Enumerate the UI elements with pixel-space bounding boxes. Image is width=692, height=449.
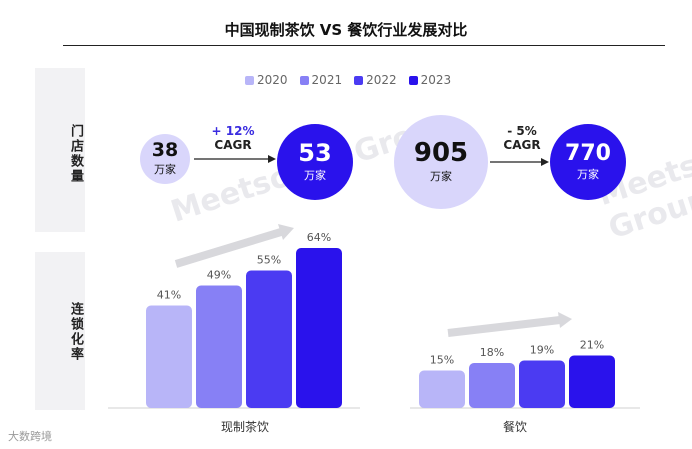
bar-2021-1 <box>469 363 515 408</box>
legend-label: 2023 <box>420 73 452 87</box>
catering-cagr: - 5% CAGR <box>494 124 550 152</box>
bar-value-label: 64% <box>307 231 331 244</box>
chain-rate-side-panel: 连锁化率 <box>35 252 85 410</box>
chain-rate-side-label: 连锁化率 <box>68 302 83 362</box>
catering-cagr-label: CAGR <box>503 138 541 152</box>
tea-cagr-value: + 12% <box>211 124 255 138</box>
bar-value-label: 18% <box>480 346 504 359</box>
legend-item-2022: 2022 <box>354 72 397 88</box>
bar-2022-0 <box>246 270 292 408</box>
tea-cagr-label: CAGR <box>214 138 252 152</box>
stores-side-panel: 门店数量 <box>35 68 85 232</box>
bar-2020-0 <box>146 305 192 408</box>
bubble-unit: 万家 <box>577 167 599 181</box>
chart-title: 中国现制茶饮 VS 餐饮行业发展对比 <box>224 21 468 39</box>
legend-swatch <box>354 75 364 85</box>
bar-value-label: 49% <box>207 269 231 282</box>
bubble-value: 38 <box>151 139 179 162</box>
category-label-tea: 现制茶饮 <box>220 420 269 434</box>
chart-legend: 2020 2021 2022 2023 <box>245 72 451 88</box>
bubble-unit: 万家 <box>304 168 326 182</box>
bar-2020-1 <box>419 370 465 408</box>
bar-2022-1 <box>519 360 565 408</box>
legend-item-2021: 2021 <box>299 72 343 88</box>
bubble-value: 770 <box>565 141 611 167</box>
bar-value-label: 55% <box>257 254 281 267</box>
footer-brand: 大数跨境 <box>8 430 52 443</box>
catering-stores-2020-bubble: 905 万家 <box>394 115 488 209</box>
legend-swatch <box>299 75 309 85</box>
legend-item-2023: 2023 <box>408 72 452 88</box>
catering-stores-2023-bubble: 770 万家 <box>550 124 626 200</box>
stores-side-label: 门店数量 <box>68 124 83 184</box>
legend-swatch <box>245 75 254 85</box>
legend-label: 2021 <box>311 73 343 87</box>
bar-2021-0 <box>196 285 242 408</box>
legend-swatch <box>408 75 418 85</box>
catering-cagr-value: - 5% <box>507 124 537 138</box>
bubble-unit: 万家 <box>154 162 176 176</box>
bar-value-label: 19% <box>530 344 554 357</box>
bar-value-label: 15% <box>430 354 454 367</box>
bar-value-label: 21% <box>580 339 604 352</box>
legend-item-2020: 2020 <box>245 72 288 88</box>
tea-stores-2023-bubble: 53 万家 <box>277 124 353 200</box>
bubble-unit: 万家 <box>430 169 452 183</box>
bar-2023-1 <box>569 355 615 408</box>
title-divider <box>63 45 665 46</box>
bar-value-label: 41% <box>157 289 181 302</box>
bubble-value: 53 <box>298 139 332 168</box>
bubble-value: 905 <box>413 138 469 169</box>
legend-label: 2020 <box>257 73 288 87</box>
tea-cagr: + 12% CAGR <box>205 124 261 152</box>
bar-2023-0 <box>296 248 342 408</box>
tea-stores-2020-bubble: 38 万家 <box>140 134 190 184</box>
category-label-catering: 餐饮 <box>502 420 527 434</box>
legend-label: 2022 <box>366 73 397 87</box>
